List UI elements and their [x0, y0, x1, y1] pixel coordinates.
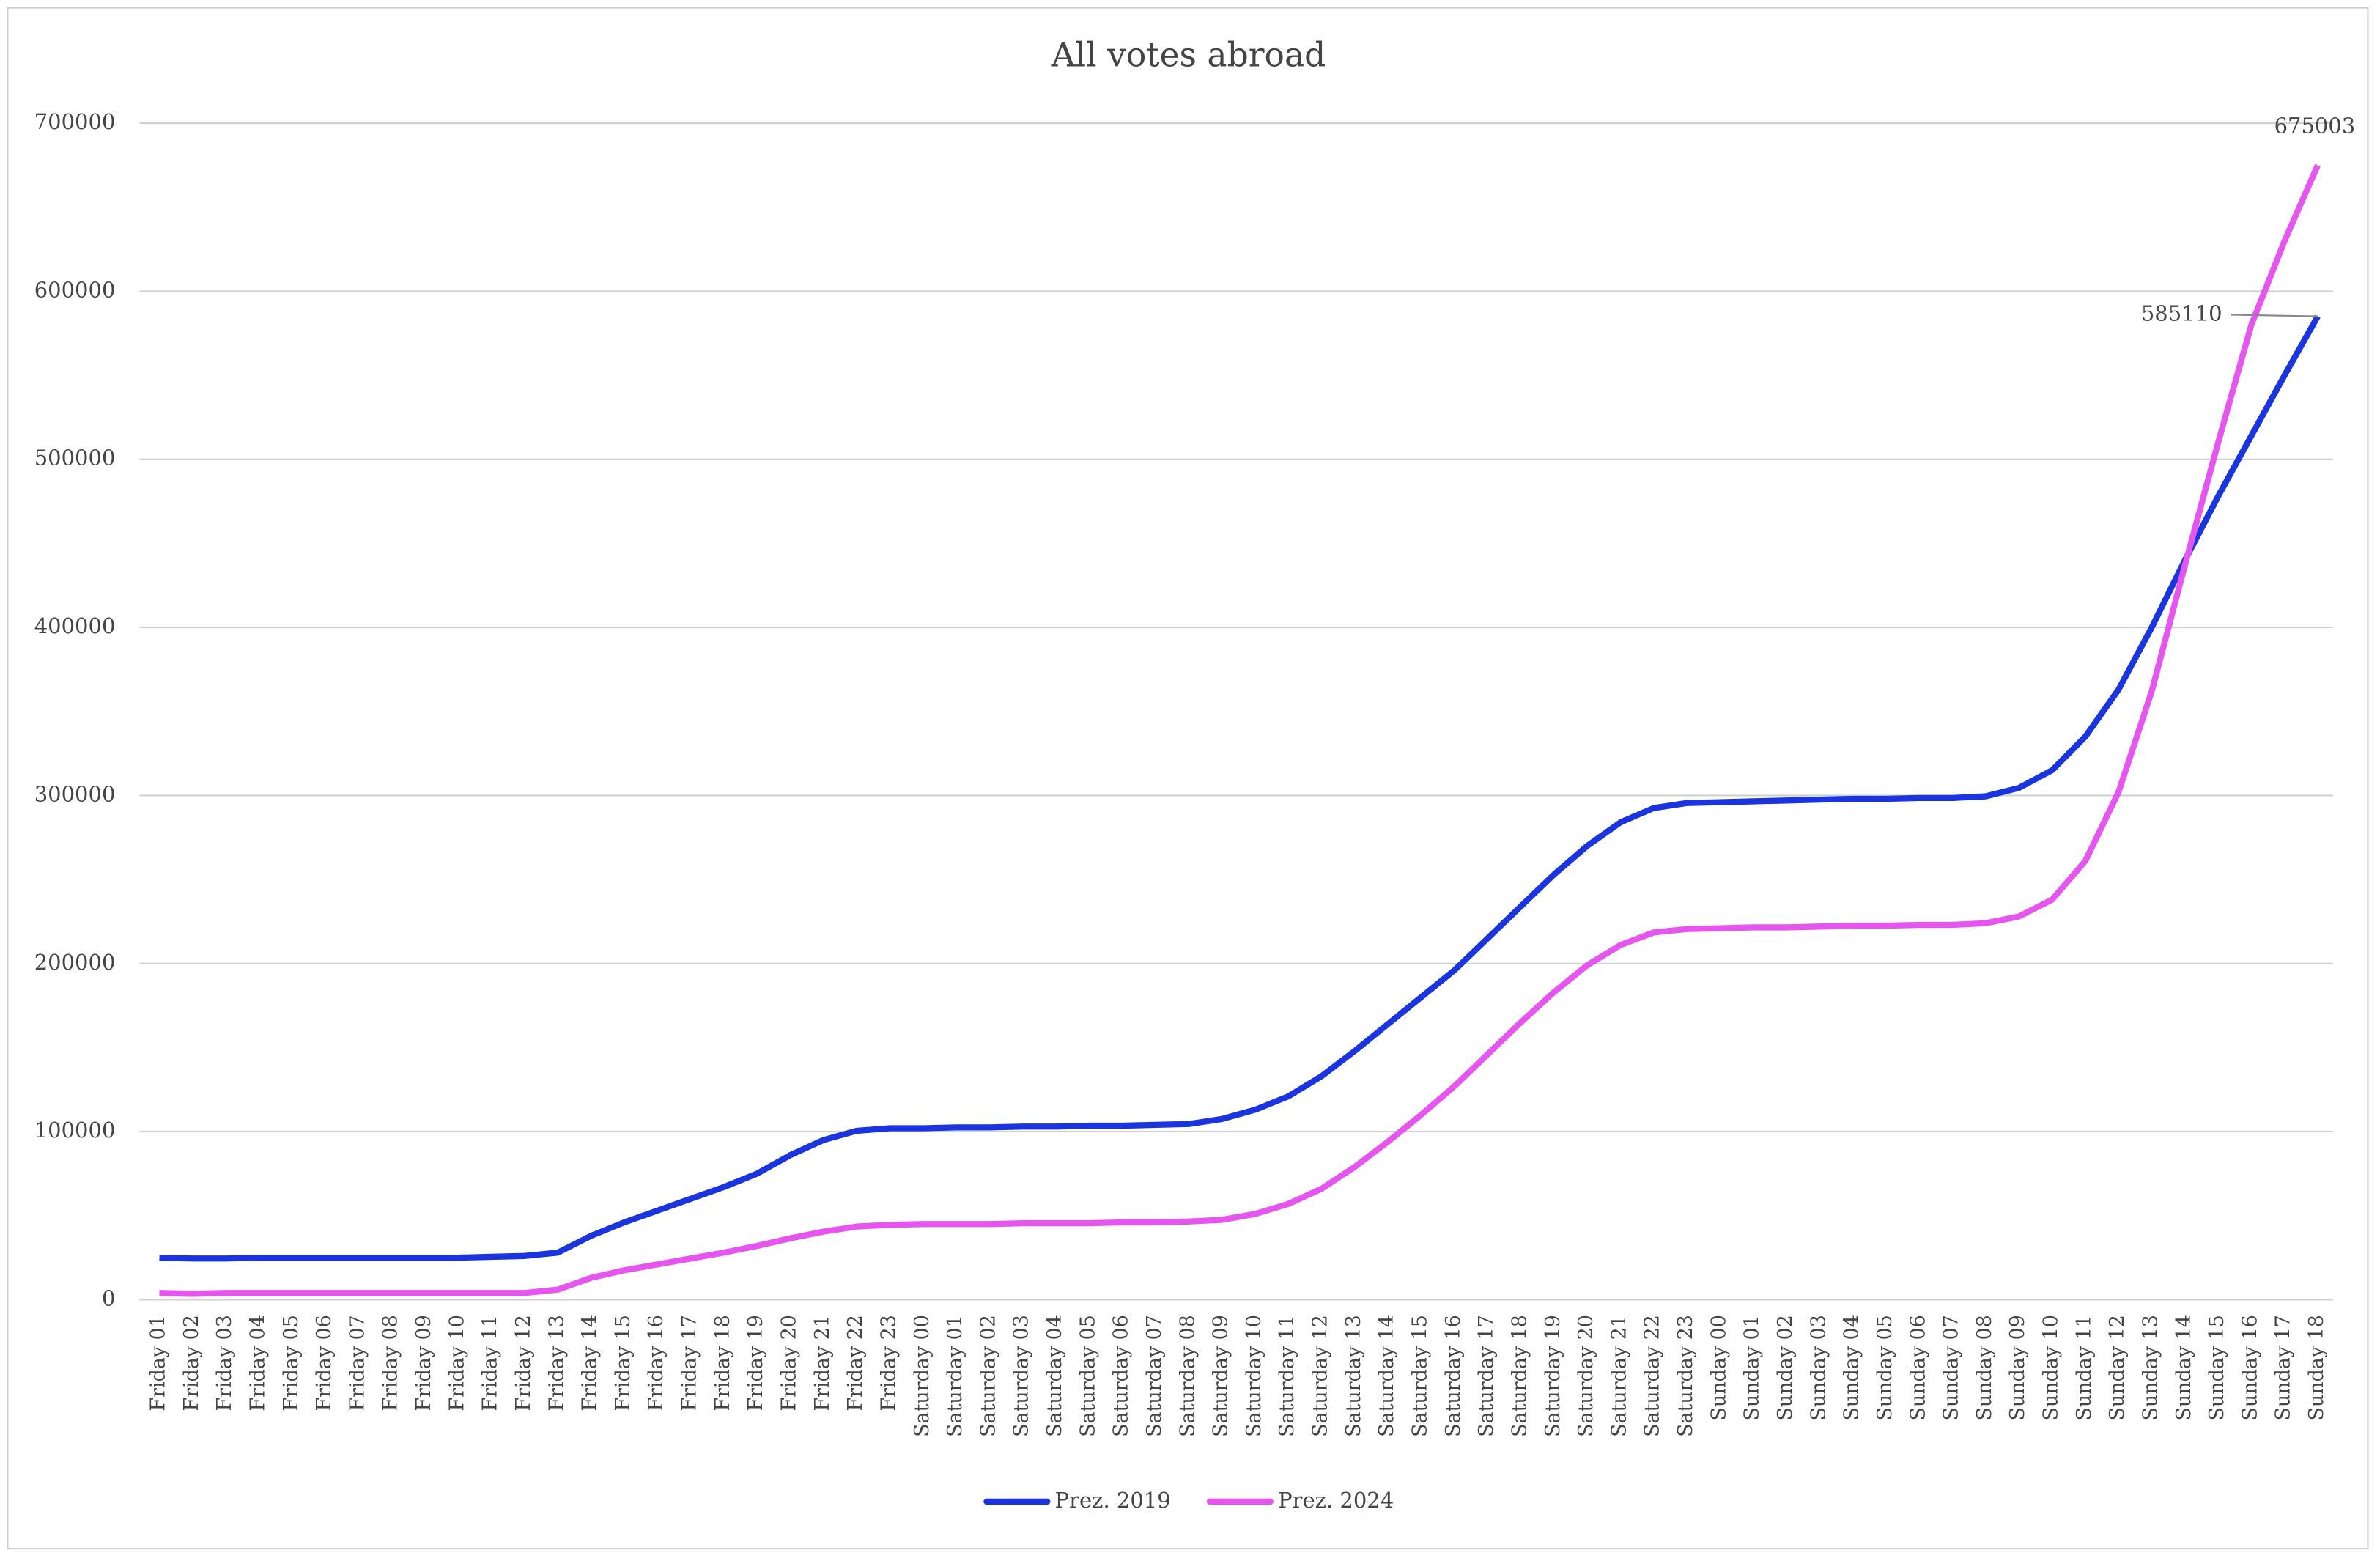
x-tick-label: Saturday 16: [1442, 1315, 1465, 1437]
x-tick-label: Saturday 13: [1342, 1315, 1365, 1437]
x-tick-label: Saturday 17: [1475, 1315, 1498, 1437]
x-tick-label: Friday 19: [744, 1315, 767, 1411]
y-tick-label: 500000: [34, 446, 116, 470]
x-tick-label: Saturday 19: [1542, 1315, 1564, 1437]
x-tick-label: Saturday 06: [1110, 1315, 1133, 1437]
line-series: [159, 314, 2321, 1262]
y-tick-label: 300000: [34, 781, 116, 806]
x-tick-label: Sunday 13: [2139, 1315, 2162, 1420]
label-leader: [2231, 314, 2318, 317]
x-tick-label: Friday 07: [346, 1315, 369, 1411]
x-tick-label: Sunday 09: [2006, 1315, 2029, 1420]
x-tick-label: Sunday 02: [1774, 1315, 1797, 1420]
x-tick-label: Friday 21: [811, 1315, 834, 1411]
x-tick-label: Saturday 00: [911, 1315, 934, 1437]
x-tick-label: Saturday 03: [1010, 1315, 1033, 1437]
x-tick-label: Sunday 16: [2239, 1315, 2261, 1420]
data-label: 675003: [2274, 114, 2356, 139]
y-tick-label: 0: [102, 1285, 115, 1310]
x-tick-label: Saturday 05: [1076, 1315, 1099, 1437]
x-tick-label: Sunday 08: [1973, 1315, 1996, 1420]
x-tick-label: Sunday 03: [1807, 1315, 1830, 1420]
x-tick-label: Friday 02: [180, 1315, 203, 1411]
x-tick-label: Friday 22: [844, 1315, 867, 1411]
x-tick-label: Saturday 04: [1043, 1315, 1066, 1437]
x-tick-label: Saturday 15: [1409, 1315, 1432, 1437]
x-tick-label: Friday 04: [246, 1315, 269, 1411]
x-tick-label: Sunday 07: [1940, 1315, 1963, 1420]
x-tick-label: Saturday 08: [1176, 1315, 1199, 1437]
x-tick-label: Sunday 10: [2040, 1315, 2063, 1420]
y-tick-label: 100000: [34, 1118, 116, 1143]
x-tick-label: Friday 06: [313, 1315, 336, 1411]
x-tick-label: Saturday 09: [1210, 1315, 1232, 1437]
x-tick-label: Friday 16: [645, 1315, 668, 1411]
x-tick-label: Sunday 01: [1741, 1315, 1764, 1420]
x-tick-label: Friday 05: [280, 1315, 303, 1411]
x-tick-label: Friday 01: [147, 1315, 169, 1411]
x-tick-label: Saturday 12: [1309, 1315, 1332, 1437]
x-tick-label: Sunday 11: [2073, 1315, 2096, 1420]
legend-label: Prez. 2024: [1278, 1488, 1394, 1513]
x-tick-label: Sunday 12: [2106, 1315, 2129, 1420]
x-tick-label: Friday 17: [679, 1315, 701, 1411]
x-tick-label: Saturday 20: [1575, 1315, 1597, 1437]
y-tick-label: 200000: [34, 950, 116, 975]
chart-title: All votes abroad: [1051, 36, 1326, 75]
x-tick-label: Saturday 22: [1641, 1315, 1664, 1437]
x-tick-label: Friday 20: [778, 1315, 801, 1411]
x-tick-label: Friday 10: [446, 1315, 468, 1411]
x-tick-label: Saturday 02: [977, 1315, 999, 1437]
x-tick-label: Friday 11: [479, 1315, 502, 1411]
x-tick-label: Sunday 06: [1907, 1315, 1929, 1420]
y-tick-label: 400000: [34, 613, 116, 638]
x-tick-label: Sunday 14: [2173, 1315, 2195, 1420]
x-tick-label: Sunday 04: [1841, 1315, 1863, 1420]
x-tick-label: Saturday 21: [1608, 1315, 1630, 1437]
x-tick-label: Friday 09: [413, 1315, 435, 1411]
x-tick-label: Friday 13: [545, 1315, 568, 1411]
x-tick-label: Sunday 05: [1874, 1315, 1896, 1420]
x-tick-label: Sunday 17: [2272, 1315, 2295, 1420]
x-tick-label: Friday 18: [712, 1315, 734, 1411]
x-tick-label: Saturday 14: [1375, 1315, 1398, 1437]
y-tick-label: 700000: [34, 109, 116, 134]
x-tick-label: Sunday 00: [1707, 1315, 1730, 1420]
x-tick-label: Sunday 15: [2206, 1315, 2228, 1420]
x-tick-label: Saturday 01: [944, 1315, 967, 1437]
legend-label: Prez. 2019: [1055, 1488, 1171, 1513]
x-tick-label: Saturday 11: [1276, 1315, 1298, 1437]
x-tick-label: Friday 12: [512, 1315, 535, 1411]
x-tick-label: Friday 03: [213, 1315, 236, 1411]
y-tick-label: 600000: [34, 277, 116, 302]
data-label: 585110: [2141, 300, 2222, 325]
x-tick-label: Friday 23: [877, 1315, 900, 1411]
x-tick-label: Friday 15: [612, 1315, 635, 1411]
x-tick-label: Saturday 07: [1143, 1315, 1166, 1437]
x-tick-label: Saturday 10: [1243, 1315, 1265, 1437]
x-tick-label: Friday 14: [579, 1315, 602, 1411]
line-series: [159, 163, 2321, 1297]
x-tick-label: Friday 08: [380, 1315, 402, 1411]
x-tick-label: Saturday 23: [1674, 1315, 1697, 1437]
x-tick-label: Saturday 18: [1508, 1315, 1531, 1437]
x-tick-label: Sunday 18: [2305, 1315, 2328, 1420]
